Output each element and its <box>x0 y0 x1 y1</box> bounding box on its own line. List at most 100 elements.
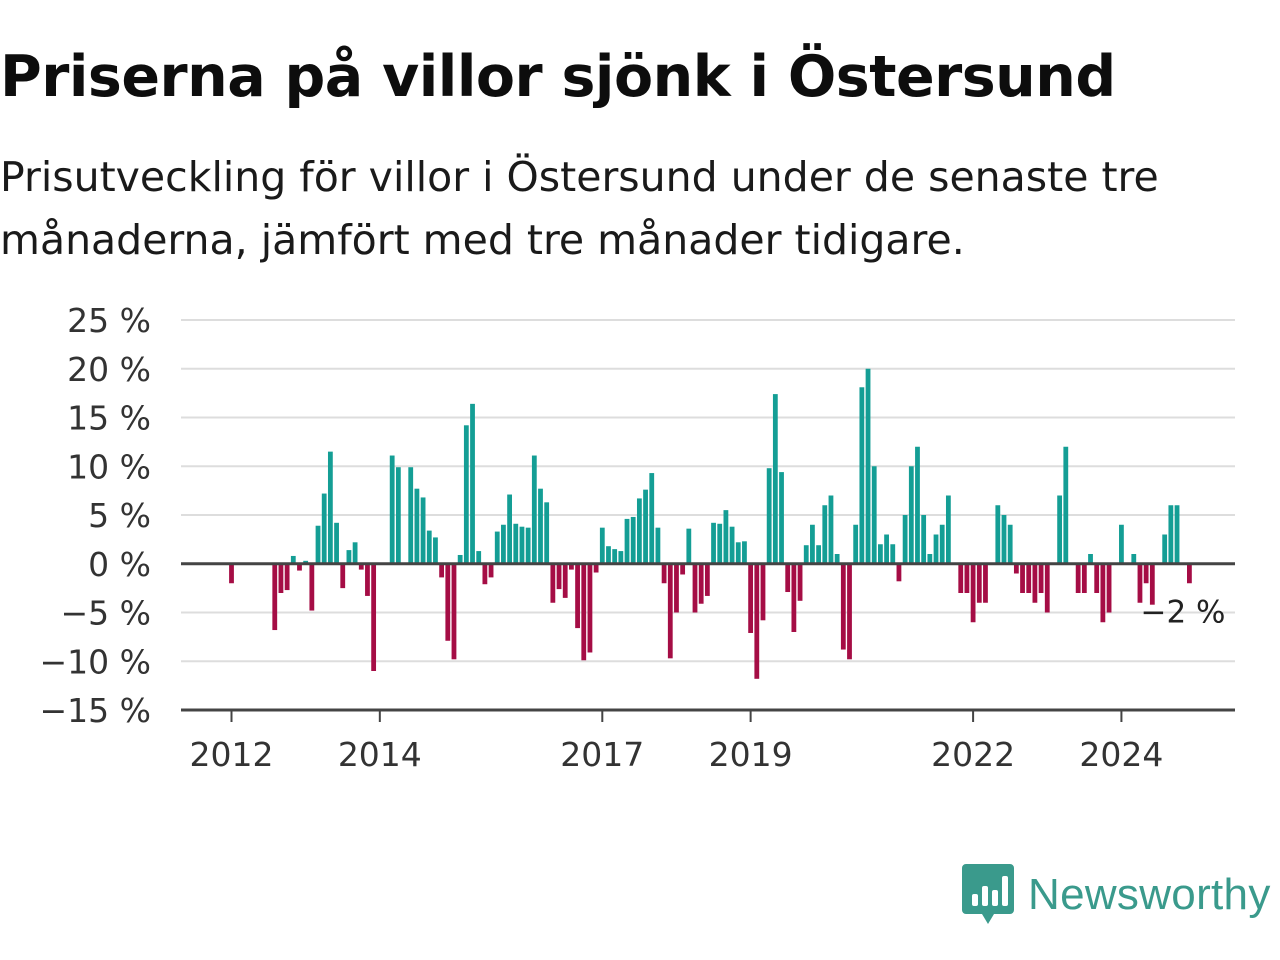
bar <box>915 446 920 564</box>
bar <box>1063 446 1069 564</box>
y-tick-label: 5 % <box>88 496 151 535</box>
x-tick-label: 2012 <box>190 735 274 774</box>
bar <box>939 524 945 564</box>
bar <box>661 563 667 584</box>
newsworthy-logo-icon <box>962 864 1014 924</box>
bar <box>395 467 401 564</box>
bar <box>853 524 859 564</box>
y-tick-label: 25 % <box>67 301 151 340</box>
bar <box>334 522 339 564</box>
bar <box>1168 505 1174 564</box>
bar <box>649 473 655 564</box>
bar <box>340 563 346 589</box>
bar <box>451 563 457 660</box>
bar <box>365 563 370 596</box>
bar <box>476 551 482 564</box>
bar <box>463 425 469 564</box>
bar <box>871 466 877 564</box>
bar <box>1100 563 1106 623</box>
bar <box>550 563 556 603</box>
bar <box>1075 563 1081 593</box>
y-tick-label: 15 % <box>67 399 151 438</box>
bar <box>507 494 512 564</box>
bar <box>927 554 933 564</box>
bar <box>309 563 315 611</box>
bar <box>439 563 445 578</box>
bar <box>822 505 828 564</box>
bar <box>290 555 296 564</box>
gridlines <box>181 319 1235 663</box>
bar <box>556 563 562 590</box>
bar <box>1174 505 1180 564</box>
bar <box>630 516 636 564</box>
bar <box>945 495 951 564</box>
bar <box>624 518 630 564</box>
bar <box>1007 524 1013 564</box>
bar <box>1131 554 1137 564</box>
newsworthy-logo: Newsworthy <box>962 862 1271 928</box>
bar <box>674 563 679 613</box>
bar <box>433 537 438 564</box>
bar <box>593 563 599 573</box>
bar <box>698 563 704 604</box>
bar <box>655 527 661 564</box>
bar <box>643 489 648 564</box>
bar <box>538 488 543 564</box>
bar <box>1106 563 1112 613</box>
bar <box>1094 563 1100 593</box>
bar <box>488 563 494 578</box>
bar <box>1187 563 1192 584</box>
bar <box>1013 563 1019 574</box>
bar <box>371 563 377 671</box>
bar <box>723 510 729 564</box>
bar <box>482 563 488 585</box>
bar <box>1143 563 1149 584</box>
bar <box>791 563 797 632</box>
bar <box>908 466 914 564</box>
bar <box>729 526 735 564</box>
bar <box>494 531 500 564</box>
bar <box>272 563 278 631</box>
y-tick-label: 20 % <box>67 350 151 389</box>
bar <box>878 544 883 564</box>
bar <box>686 528 692 564</box>
chart-subtitle: Prisutveckling för villor i Östersund un… <box>0 153 1159 264</box>
bar <box>519 526 525 564</box>
newsworthy-brand-name: Newsworthy <box>1028 870 1271 919</box>
bar <box>1032 563 1038 603</box>
bar <box>315 525 321 564</box>
bar <box>735 542 741 564</box>
y-axis-labels: 25 % 20 % 15 % 10 % 5 % 0 % −5 % −10 % −15 % <box>40 301 152 730</box>
bar <box>389 455 395 564</box>
bar <box>1026 563 1032 593</box>
bar <box>352 542 358 564</box>
bar <box>284 563 290 591</box>
bar <box>1137 563 1143 603</box>
bar <box>1119 524 1124 564</box>
bar <box>358 563 364 570</box>
bar <box>976 563 982 603</box>
bar <box>680 563 686 575</box>
bar <box>1038 563 1044 593</box>
bar <box>704 563 710 596</box>
bar <box>933 534 939 564</box>
bar <box>587 563 593 653</box>
bar <box>995 505 1001 564</box>
bar <box>711 522 716 564</box>
bar <box>562 563 568 598</box>
bar <box>896 563 902 582</box>
bar <box>408 467 414 564</box>
bar <box>692 563 698 613</box>
bar <box>420 497 426 564</box>
bar <box>772 394 778 564</box>
bar <box>581 563 587 661</box>
bar <box>1020 563 1025 593</box>
bar <box>445 563 451 641</box>
bar <box>958 563 964 593</box>
bar <box>229 563 234 584</box>
bar <box>865 368 871 564</box>
x-tick-label: 2019 <box>709 735 793 774</box>
bar <box>884 534 889 564</box>
bar <box>921 515 927 564</box>
y-tick-label: −10 % <box>40 642 152 681</box>
